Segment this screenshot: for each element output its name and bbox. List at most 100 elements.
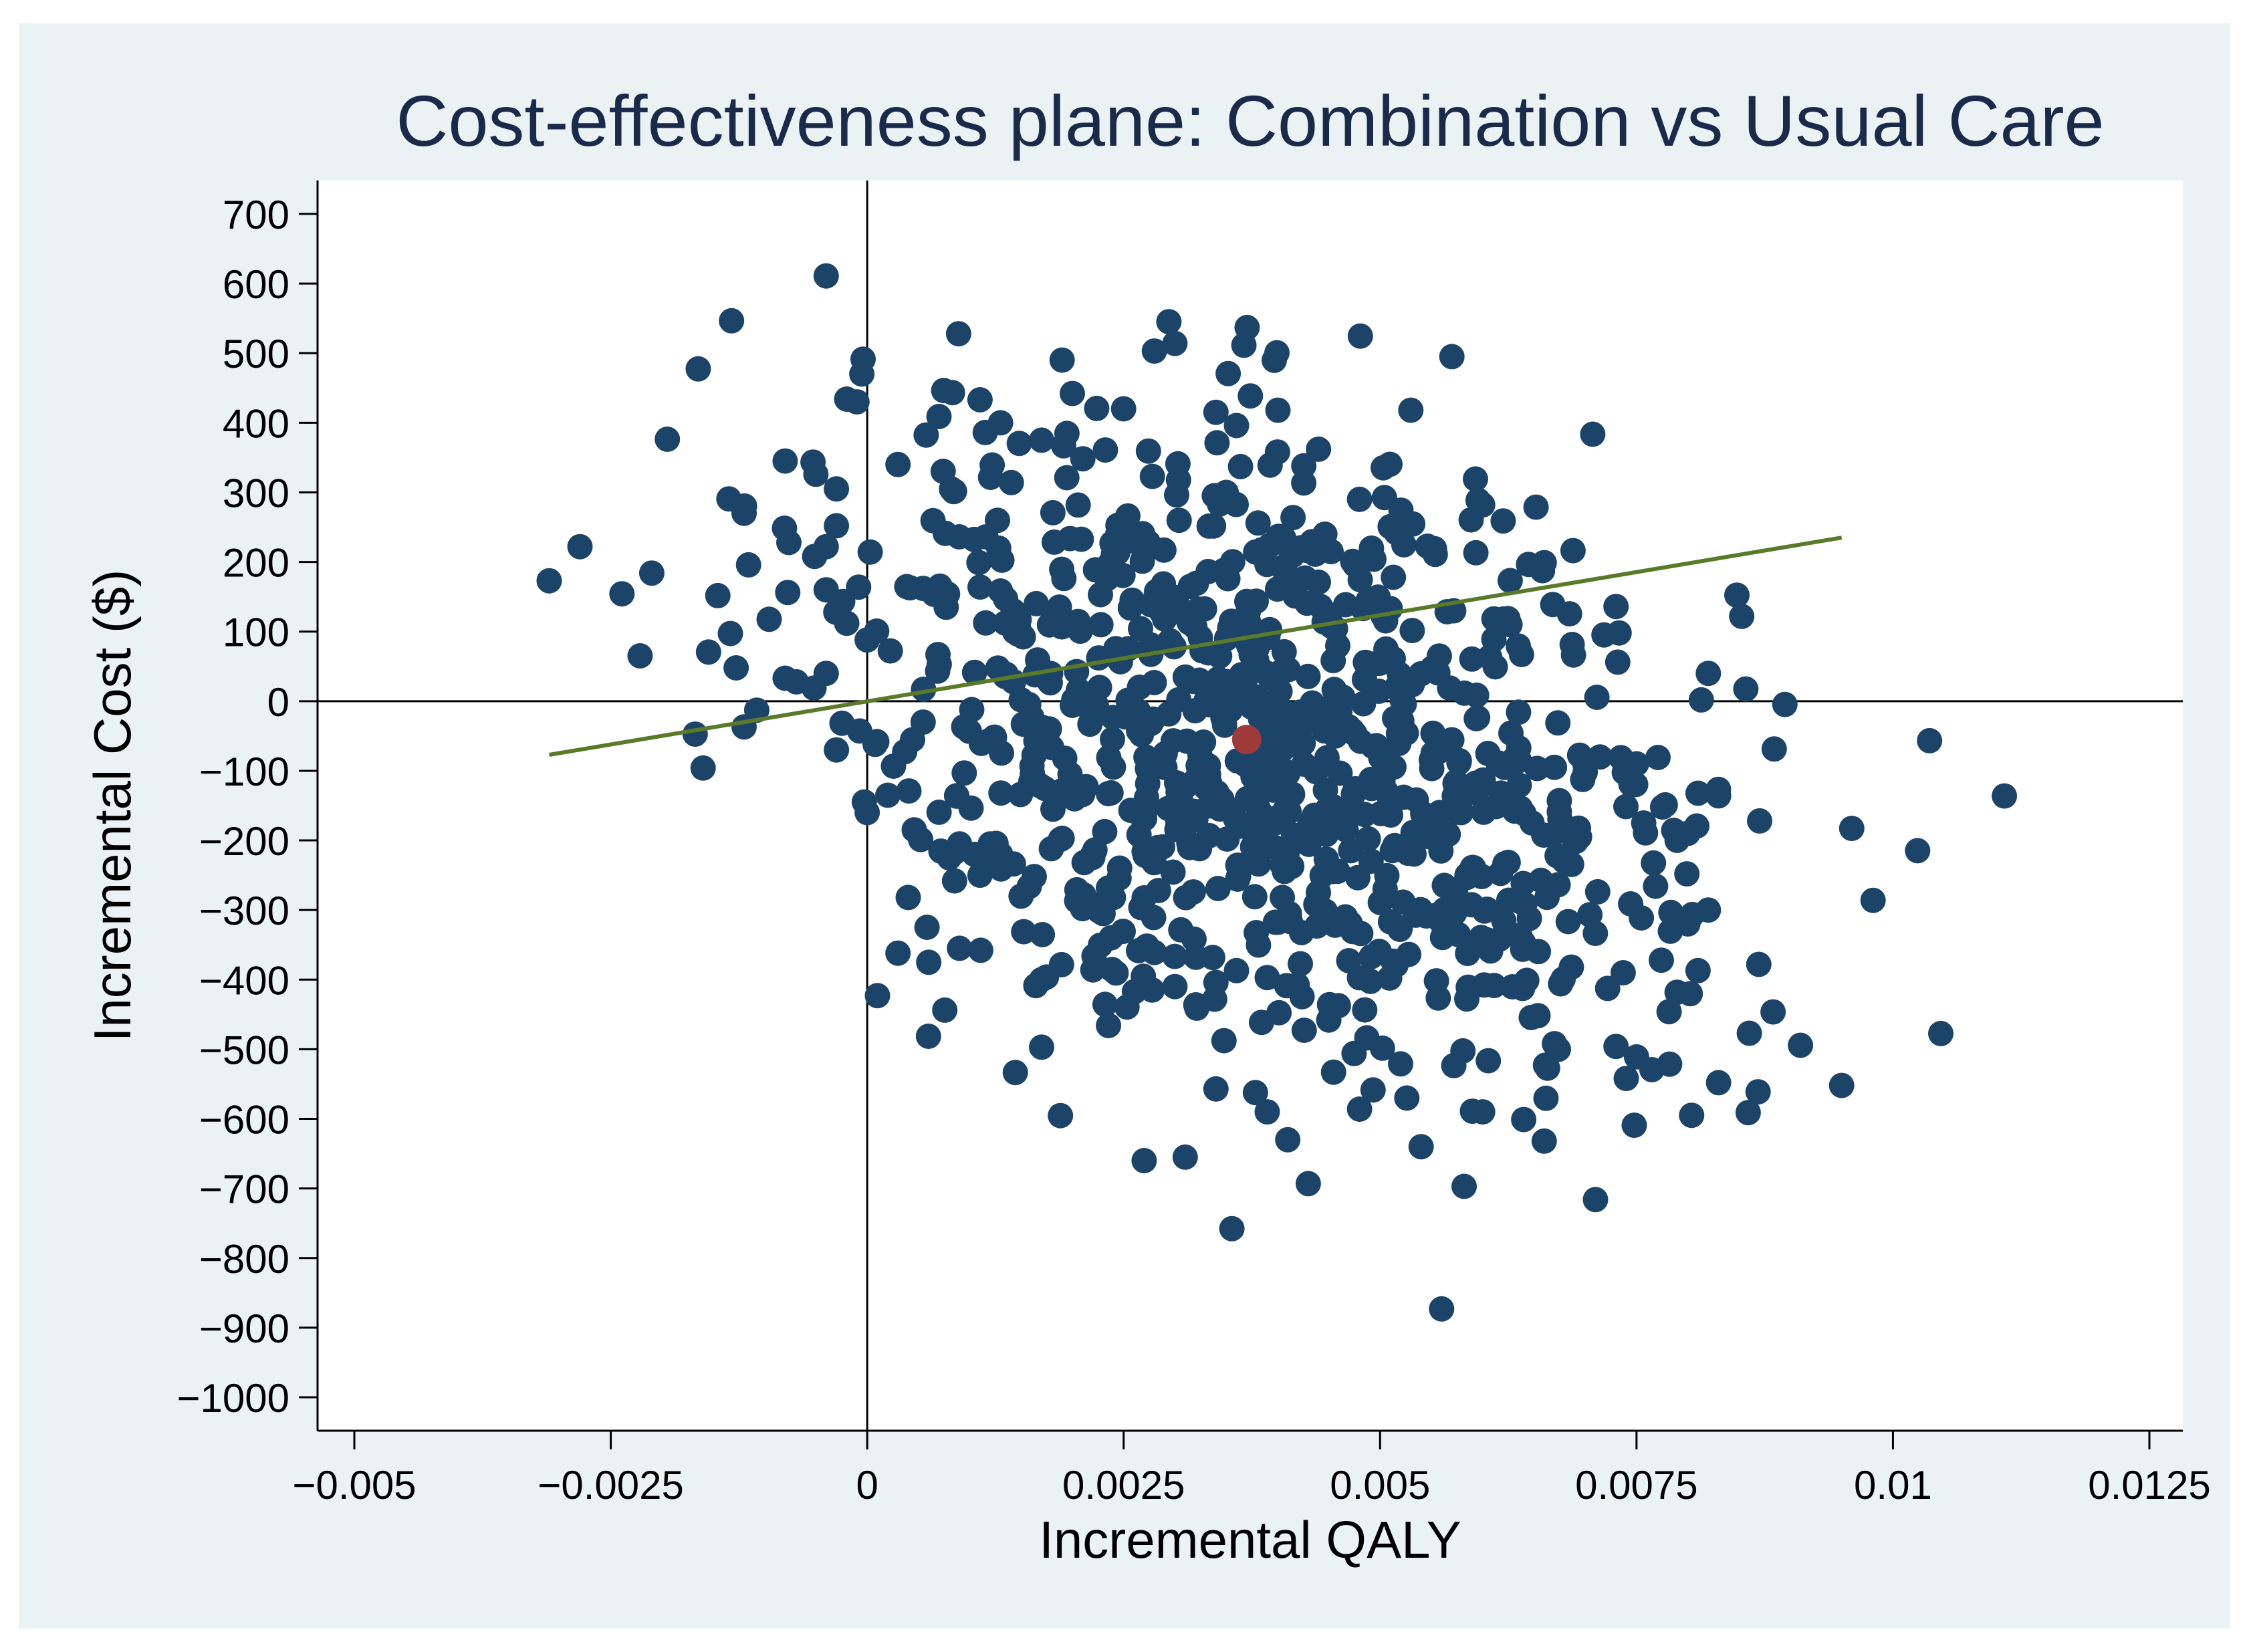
scatter-point <box>772 448 798 474</box>
scatter-point <box>1506 633 1531 659</box>
scatter-point <box>1322 709 1348 735</box>
scatter-point <box>1162 943 1188 969</box>
scatter-point <box>1291 1018 1317 1043</box>
scatter-point <box>655 427 681 452</box>
scatter-point <box>1165 467 1191 493</box>
scatter-point <box>1342 721 1368 747</box>
scatter-point <box>941 479 967 505</box>
scatter-point <box>941 868 967 894</box>
scatter-point <box>1463 682 1490 708</box>
scatter-point <box>944 783 970 809</box>
scatter-point <box>1242 1080 1268 1106</box>
scatter-point <box>1533 1085 1559 1111</box>
scatter-point <box>1128 895 1154 921</box>
scatter-point <box>1068 526 1094 552</box>
scatter-point <box>1386 731 1412 757</box>
scatter-point <box>1457 778 1484 804</box>
scatter-point <box>1511 1106 1537 1133</box>
scatter-point <box>1051 566 1077 592</box>
scatter-point <box>1641 850 1667 876</box>
scatter-point <box>1400 511 1426 537</box>
scatter-point <box>1560 642 1586 668</box>
scatter-point <box>1212 793 1238 819</box>
scatter-point <box>1152 741 1178 767</box>
scatter-point <box>1491 606 1517 632</box>
scatter-point <box>1377 451 1403 477</box>
scatter-point <box>1011 919 1037 945</box>
scatter-point <box>1177 834 1203 860</box>
scatter-point <box>1096 781 1121 807</box>
scatter-point <box>1613 794 1639 820</box>
scatter-point <box>979 452 1005 478</box>
scatter-point <box>1203 399 1229 425</box>
scatter-point <box>1132 806 1158 832</box>
scatter-point <box>1772 691 1798 717</box>
scatter-point <box>1197 771 1223 797</box>
scatter-point <box>1415 534 1441 559</box>
scatter-point <box>1382 832 1408 858</box>
scatter-point <box>1141 338 1167 364</box>
scatter-point <box>1223 957 1250 983</box>
scatter-point <box>1029 427 1054 453</box>
scatter-point <box>1110 562 1136 588</box>
scatter-point <box>1736 1020 1762 1046</box>
scatter-point <box>1204 430 1230 456</box>
scatter-point <box>1502 798 1528 824</box>
scatter-point <box>1030 922 1056 947</box>
scatter-point <box>932 520 958 546</box>
scatter-point <box>1360 1077 1386 1103</box>
scatter-point <box>1465 487 1491 513</box>
scatter-point <box>1016 873 1042 899</box>
scatter-point <box>930 459 956 484</box>
scatter-point <box>980 847 1006 873</box>
scatter-point <box>1594 975 1621 1001</box>
scatter-point <box>1024 590 1049 616</box>
y-tick-label: 400 <box>223 401 289 446</box>
scatter-point <box>1096 1013 1122 1038</box>
scatter-point <box>1103 960 1129 986</box>
scatter-point <box>1211 1028 1237 1054</box>
scatter-point <box>1086 645 1112 671</box>
scatter-point <box>895 884 921 911</box>
scatter-point <box>1263 713 1289 739</box>
scatter-point <box>1048 1102 1074 1129</box>
scatter-point <box>915 1024 941 1049</box>
scatter-point <box>947 935 973 961</box>
y-tick-label: 100 <box>223 610 289 655</box>
scatter-point <box>1110 919 1136 945</box>
scatter-point <box>609 581 635 607</box>
scatter-point <box>1445 922 1471 947</box>
scatter-point <box>1225 863 1252 889</box>
scatter-point <box>1664 828 1690 853</box>
scatter-point <box>1481 626 1507 653</box>
scatter-point <box>1172 1144 1198 1170</box>
scatter-point <box>875 782 901 808</box>
scatter-point <box>1049 347 1075 373</box>
scatter-point <box>776 529 802 556</box>
scatter-point <box>967 937 993 963</box>
scatter-point <box>1495 849 1521 875</box>
scatter-point <box>1347 323 1373 349</box>
scatter-point <box>972 419 998 445</box>
scatter-point <box>1061 687 1087 713</box>
scatter-point <box>1391 532 1417 558</box>
scatter-point <box>981 724 1008 750</box>
scatter-point <box>1184 995 1210 1021</box>
scatter-point <box>1054 465 1080 491</box>
scatter-point <box>1073 774 1099 800</box>
mean-point <box>1231 725 1262 755</box>
scatter-point <box>1679 1102 1705 1129</box>
scatter-point <box>1498 720 1524 746</box>
scatter-point <box>1657 918 1683 944</box>
x-tick-label: 0.0125 <box>2088 1463 2211 1508</box>
scatter-point <box>1183 807 1209 833</box>
y-axis: 700 600 500 400 300 200 100 0 −100 −200 −300 −400 −5… <box>176 181 319 1431</box>
scatter-point <box>1100 705 1126 731</box>
scatter-point <box>989 547 1015 573</box>
scatter-point <box>1241 884 1268 910</box>
scatter-point <box>731 493 757 519</box>
scatter-point <box>1735 1100 1761 1126</box>
scatter-point <box>1461 854 1487 880</box>
scatter-point <box>1164 770 1189 796</box>
